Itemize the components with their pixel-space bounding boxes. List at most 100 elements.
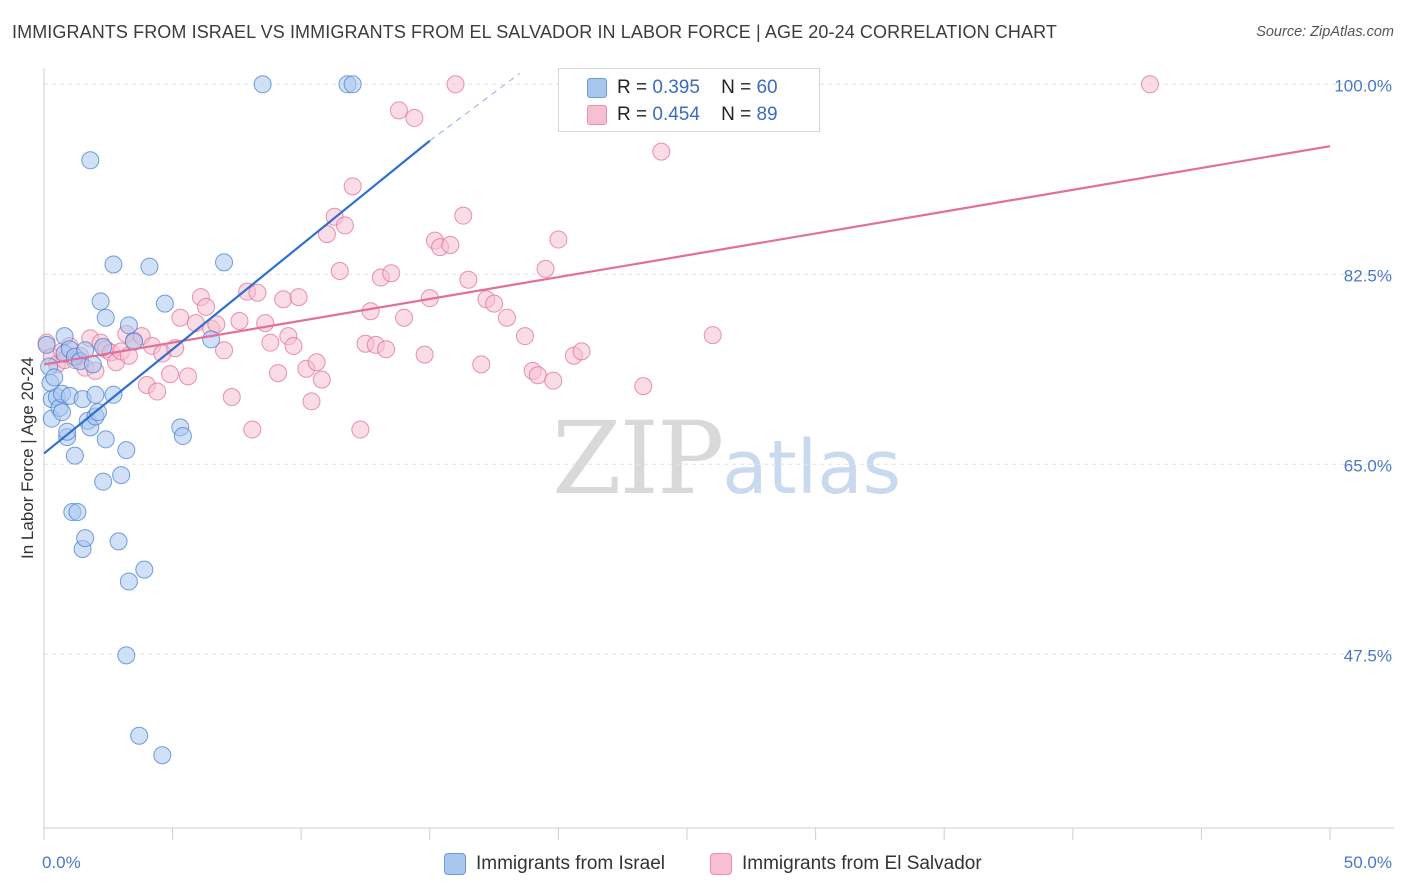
point-s0-0 [37,335,56,354]
y-tick-label-0: 100.0% [1334,76,1392,95]
axes [43,68,1394,840]
point-s1-33 [215,341,234,360]
chart-title: IMMIGRANTS FROM ISRAEL VS IMMIGRANTS FRO… [12,22,1057,42]
point-s0-34 [94,472,113,491]
point-s1-62 [389,101,408,120]
point-s1-79 [528,366,547,385]
point-s1-52 [330,262,349,281]
point-s1-42 [274,290,293,309]
point-s1-40 [261,333,280,352]
point-s1-86 [652,142,671,161]
point-s1-45 [289,288,308,307]
legend-n-israel: 60 [756,77,778,98]
point-s0-38 [104,255,123,274]
point-s0-37 [104,385,123,404]
point-s0-57 [343,75,362,94]
point-s1-30 [197,297,216,316]
point-s0-32 [91,292,110,311]
legend-stats-elsalvador: R = 0.454 N = 89 [617,104,778,126]
point-s1-60 [377,340,396,359]
point-s0-55 [253,75,272,94]
source-label: Source: ZipAtlas.com [1256,24,1394,40]
point-s0-9 [53,403,72,422]
point-s1-57 [361,302,380,321]
point-s1-85 [634,377,653,396]
point-s0-31 [89,403,108,422]
point-s0-44 [119,316,138,335]
point-s1-41 [269,364,288,383]
point-s1-70 [446,75,465,94]
trend-line-israel-extension [429,72,521,142]
point-s1-72 [459,270,478,289]
point-s1-81 [544,371,563,390]
point-s1-54 [343,177,362,196]
point-s1-73 [472,355,491,374]
series-0-points [37,75,362,765]
bottom-legend-swatch-elsalvador [710,853,732,875]
point-s1-64 [405,108,424,127]
legend-r-label: R = [617,104,648,125]
point-s1-26 [171,308,190,327]
legend-r-elsalvador: 0.454 [652,104,700,125]
point-s0-33 [94,338,113,357]
point-s1-87 [703,326,722,345]
point-s1-69 [441,235,460,254]
point-s1-65 [415,345,434,364]
y-tick-label-1: 82.5% [1344,266,1392,285]
trend-line-israel [43,139,431,455]
point-s0-43 [119,572,138,591]
point-s1-76 [497,308,516,327]
point-s0-13 [58,422,77,441]
legend-r-label: R = [617,77,648,98]
point-s0-40 [112,466,131,485]
bottom-legend-label-israel: Immigrants from Israel [476,853,665,874]
point-s0-42 [117,646,136,665]
point-s1-37 [243,420,262,439]
point-s0-46 [130,726,149,745]
point-s1-82 [549,230,568,249]
point-s0-53 [202,330,221,349]
point-s1-48 [307,353,326,372]
legend-r-israel: 0.395 [652,77,700,98]
point-s1-38 [248,283,267,302]
legend-n-label: N = [721,104,752,125]
point-s0-5 [45,368,64,387]
point-s0-54 [215,253,234,272]
point-s0-48 [140,257,159,276]
point-s1-71 [454,206,473,225]
point-s0-39 [109,532,128,551]
point-s0-28 [83,355,102,374]
point-s1-34 [222,387,241,406]
point-s1-35 [230,311,249,330]
point-s1-39 [256,314,275,333]
point-s0-52 [173,427,192,446]
x-tick-label-max: 50.0% [1344,853,1392,872]
legend-n-label: N = [721,77,752,98]
point-s1-84 [572,342,591,361]
y-tick-label-2: 65.0% [1344,456,1392,475]
tick-labels: 100.0% 82.5% 65.0% 47.5% 0.0% 50.0% [42,76,1392,872]
point-s1-63 [395,308,414,327]
x-tick-label-min: 0.0% [42,853,81,872]
correlation-legend: R = 0.395 N = 60 R = 0.454 N = 89 [558,68,820,132]
legend-swatch-israel [587,78,607,98]
point-s0-29 [86,385,105,404]
point-s1-44 [284,336,303,355]
point-s0-49 [153,746,172,765]
point-s1-49 [312,370,331,389]
point-s1-77 [515,327,534,346]
trend-line-elsalvador [43,145,1331,366]
point-s0-50 [155,294,174,313]
legend-swatch-elsalvador [587,105,607,125]
point-s1-55 [351,420,370,439]
point-s1-47 [302,392,321,411]
point-s0-18 [65,446,84,465]
point-s1-80 [536,259,555,278]
point-s1-22 [148,382,167,401]
legend-stats-israel: R = 0.395 N = 60 [617,77,778,99]
watermark: ZIPatlas [552,400,901,517]
point-s0-24 [76,529,95,548]
bottom-legend-swatch-israel [444,853,466,875]
point-s1-27 [179,367,198,386]
